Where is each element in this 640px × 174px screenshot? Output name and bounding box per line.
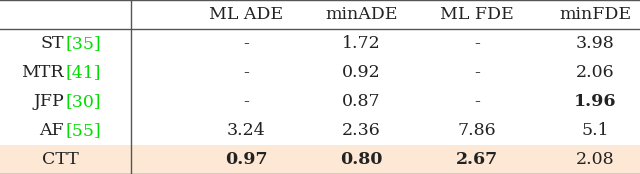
Text: 0.97: 0.97 <box>225 151 268 168</box>
Text: minADE: minADE <box>325 6 398 23</box>
Text: 2.67: 2.67 <box>456 151 498 168</box>
Text: 7.86: 7.86 <box>458 122 496 139</box>
Text: 3.98: 3.98 <box>576 35 614 52</box>
Text: JFP: JFP <box>33 93 64 110</box>
Text: 5.1: 5.1 <box>581 122 609 139</box>
Text: ST: ST <box>40 35 64 52</box>
Text: MTR: MTR <box>21 64 64 81</box>
Text: -: - <box>474 93 480 110</box>
Text: -: - <box>474 64 480 81</box>
Text: CTT: CTT <box>42 151 79 168</box>
Text: 2.36: 2.36 <box>342 122 381 139</box>
Text: AF: AF <box>40 122 64 139</box>
Text: 2.06: 2.06 <box>576 64 614 81</box>
Text: -: - <box>243 35 250 52</box>
Text: [55]: [55] <box>65 122 101 139</box>
Text: -: - <box>243 64 250 81</box>
Text: ML FDE: ML FDE <box>440 6 514 23</box>
Text: 1.72: 1.72 <box>342 35 381 52</box>
Text: [30]: [30] <box>65 93 101 110</box>
Text: 3.24: 3.24 <box>227 122 266 139</box>
Text: 0.92: 0.92 <box>342 64 381 81</box>
Text: 1.96: 1.96 <box>574 93 616 110</box>
Bar <box>0 145 640 174</box>
Text: minFDE: minFDE <box>559 6 631 23</box>
Text: [41]: [41] <box>65 64 100 81</box>
Text: ML ADE: ML ADE <box>209 6 284 23</box>
Text: [35]: [35] <box>65 35 101 52</box>
Text: -: - <box>243 93 250 110</box>
Text: 0.80: 0.80 <box>340 151 383 168</box>
Text: 2.08: 2.08 <box>576 151 614 168</box>
Text: -: - <box>474 35 480 52</box>
Text: 0.87: 0.87 <box>342 93 381 110</box>
